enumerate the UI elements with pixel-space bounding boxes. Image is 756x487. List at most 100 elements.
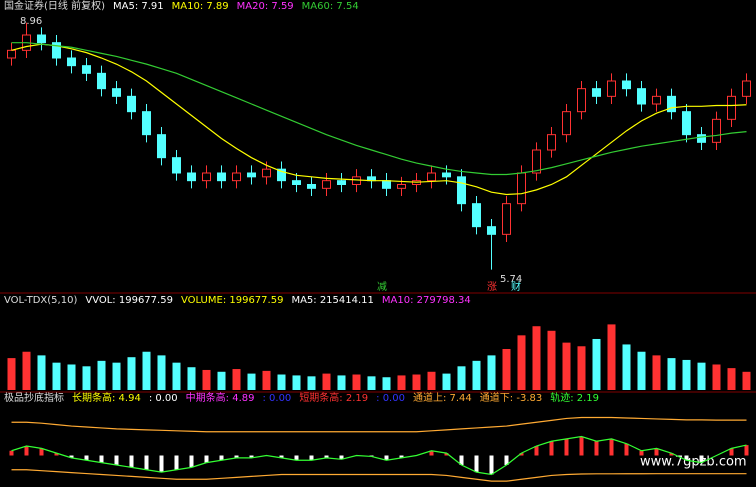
volume-bar: [472, 360, 481, 390]
volume-bar: [217, 371, 226, 390]
volume-bar: [97, 360, 106, 390]
indicator-bar: [579, 436, 584, 456]
indicator-bar: [84, 455, 89, 461]
indicator-bar: [144, 455, 149, 470]
candle-body: [262, 168, 271, 178]
candle-body: [607, 80, 616, 97]
volume-bar: [562, 342, 571, 390]
candle-body: [577, 88, 586, 113]
indicator-bar: [339, 455, 344, 460]
volume-bar: [442, 373, 451, 390]
volume-bar: [232, 369, 241, 390]
indicator-bar: [609, 438, 614, 456]
indicator-bar: [594, 441, 599, 456]
indicator-bar: [489, 455, 494, 475]
indicator-bar: [219, 455, 224, 461]
indicator-bar: [429, 450, 434, 456]
header-label: 通道下: -3.83: [480, 391, 542, 404]
indicator-bar: [309, 455, 314, 461]
candle-body: [532, 149, 541, 174]
volume-bar: [697, 362, 706, 390]
indicator-bar: [744, 445, 749, 456]
volume-bar: [607, 324, 616, 390]
candle-body: [67, 57, 76, 67]
volume-bar: [127, 357, 136, 390]
indicator-bar: [399, 455, 404, 458]
indicator-bar: [24, 446, 29, 456]
candle-body: [127, 95, 136, 113]
indicator-bar: [669, 453, 674, 456]
indicator-bar: [69, 455, 74, 458]
high-annotation: 8.96: [20, 16, 42, 27]
volume-bar: [637, 351, 646, 390]
series-line: [11, 469, 747, 482]
candle-body: [562, 111, 571, 136]
header-label: 极品抄底指标: [4, 391, 64, 404]
candle-body: [382, 180, 391, 189]
indicator-bar: [9, 450, 14, 456]
candle-body: [232, 172, 241, 182]
watermark: www.7gpzb.com: [640, 455, 747, 470]
header-label: MA10: 279798.34: [382, 295, 471, 306]
indicator-bar: [324, 455, 329, 458]
candle-body: [487, 226, 496, 235]
volume-bar: [307, 376, 316, 390]
header-label: 国金证券(日线 前复权): [4, 0, 105, 12]
indicator-bar: [534, 446, 539, 456]
volume-bar: [622, 344, 631, 390]
candle-body: [202, 172, 211, 182]
candle-body: [292, 180, 301, 186]
indicator-bar: [114, 455, 119, 465]
indicator-bar: [174, 455, 179, 470]
candle-body: [112, 88, 121, 97]
header-label: 通道上: 7.44: [413, 391, 472, 404]
candle-body: [517, 172, 526, 205]
volume-bar: [247, 373, 256, 390]
header-label: MA5: 215414.11: [291, 295, 373, 306]
event-marker: 涨: [487, 281, 497, 293]
volume-bar: [142, 351, 151, 390]
indicator-bar: [684, 455, 689, 461]
volume-bar: [742, 371, 751, 390]
volume-bar: [337, 375, 346, 390]
indicator-bar: [249, 455, 254, 458]
volume-bar: [727, 368, 736, 390]
candle-body: [637, 88, 646, 105]
volume-bar: [652, 355, 661, 390]
volume-bar: [172, 362, 181, 390]
series-line: [11, 435, 747, 476]
indicator-bar: [639, 450, 644, 456]
candle-body: [247, 172, 256, 178]
candle-body: [502, 203, 511, 235]
volume-bar: [502, 349, 511, 390]
volume-bar: [382, 377, 391, 390]
volume-bar: [412, 374, 421, 390]
header-label: VOLUME: 199677.59: [181, 295, 284, 306]
header-label: 短期条高: 2.19: [299, 391, 368, 404]
candle-body: [427, 172, 436, 182]
volume-bar: [277, 374, 286, 390]
header-label: 长期条高: 4.94: [72, 391, 141, 404]
indicator-bar: [54, 453, 59, 456]
volume-bar: [517, 335, 526, 390]
series-line: [11, 416, 747, 433]
indicator-bar: [129, 455, 134, 468]
event-marker: 减: [377, 281, 387, 293]
volume-bar: [577, 346, 586, 390]
candle-body: [352, 176, 361, 185]
volume-bar: [712, 364, 721, 390]
volume-bar: [7, 358, 16, 390]
candle-body: [622, 80, 631, 90]
volume-bar: [202, 369, 211, 390]
indicator-bar: [624, 443, 629, 456]
candle-body: [157, 134, 166, 159]
volume-bar: [67, 364, 76, 390]
header-label: VOL-TDX(5,10): [4, 295, 77, 306]
candle-body: [337, 180, 346, 186]
candle-body: [97, 72, 106, 90]
indicator-bar: [159, 455, 164, 473]
volume-bar: [457, 366, 466, 390]
event-marker: 财: [511, 280, 521, 293]
candle-body: [277, 168, 286, 182]
volume-bar: [352, 374, 361, 390]
